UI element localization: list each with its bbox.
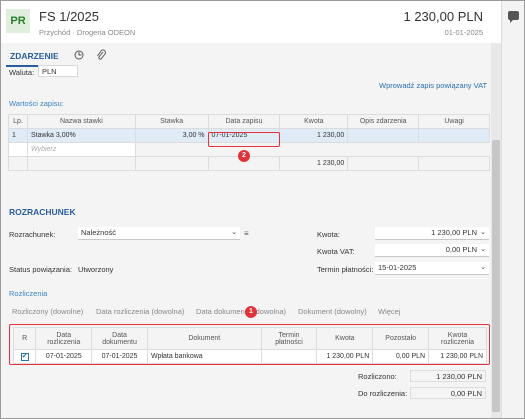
col-uwagi: Uwagi [418,114,490,129]
kwota-vat-field[interactable]: 0,00 PLN ⌄ [375,244,489,257]
wartosci-table: Lp. Nazwa stawki Stawka Data zapisu Kwot… [8,114,490,171]
cell-pozostalo: 0,00 PLN [372,349,430,364]
cell-empty [279,142,348,157]
cell-empty [347,156,420,171]
cell-empty [135,142,209,157]
cell-empty [134,156,209,171]
highlight-rozliczenia [9,324,490,365]
col-nazwa-stawki: Nazwa stawki [26,114,136,129]
col-opis: Opis zdarzenia [347,114,420,129]
table-row[interactable]: ✔ 07-01-2025 07-01-2025 Wpłata bankowa 1… [12,349,487,364]
cell-r[interactable]: ✔ [12,349,37,364]
cell-empty [347,142,419,157]
chevron-down-icon: ⌄ [480,264,486,271]
highlight-data-zapisu [208,132,280,147]
total-kwota: 1 230,00 [279,156,349,171]
attachment-icon[interactable] [95,49,107,61]
cell-kwota[interactable]: 1 230,00 [279,128,349,143]
document-title: FS 1/2025 [39,9,99,24]
tab-zdarzenie[interactable]: ZDARZENIE [10,51,59,61]
kwota-vat-value: 0,00 PLN [445,245,477,254]
filter-data-dokumentu[interactable]: Data dokumentu (dowolna) [196,307,287,316]
termin-label: Termin płatności: [317,265,374,274]
do-rozliczenia-value: 0,00 PLN [410,387,486,399]
kwota-value: 1 230,00 PLN [431,228,477,237]
settings-list-icon[interactable] [73,49,85,61]
cell-opis[interactable] [347,128,420,143]
scrollbar-thumb[interactable] [492,140,500,412]
cell-nazwa[interactable]: Stawka 3,00% [26,128,136,143]
stawka-picker[interactable]: Wybierz [26,142,136,157]
status-label: Status powiązania: [9,265,72,274]
cell-empty [8,156,28,171]
rozrachunek-title: ROZRACHUNEK [9,207,76,217]
rozrachunek-select[interactable]: Należność ⌄ [78,227,240,240]
rozliczenia-title: Rozliczenia [9,289,48,298]
cell-empty [418,142,490,157]
col-data-zapisu: Data zapisu [207,114,281,129]
kwota-vat-label: Kwota VAT: [317,247,355,256]
cell-empty [26,156,136,171]
filter-data-rozliczenia[interactable]: Data rozliczenia (dowolna) [96,307,185,316]
document-header: PR FS 1/2025 Przychód · Drogeria ODEON 1… [1,1,501,43]
chevron-down-icon: ⌄ [480,246,486,253]
cell-empty [418,156,490,171]
total-row: 1 230,00 [8,156,490,171]
cell-lp: 1 [8,128,28,143]
rozrachunek-label: Rozrachunek: [9,230,56,239]
kwota-field[interactable]: 1 230,00 PLN ⌄ [375,227,489,240]
waluta-label: Waluta: [9,68,35,77]
status-value: Utworzony [78,265,114,274]
rozliczono-label: Rozliczono: [358,372,397,381]
vat-link[interactable]: Wprowadź zapis powiązany VAT [379,81,488,90]
badge-2: 2 [238,150,250,162]
rozliczono-value: 1 230,00 PLN [410,370,486,382]
cell-kwota-rozl: 1 230,00 PLN [428,349,487,364]
document-subtitle: Przychód · Drogeria ODEON [39,28,136,37]
tab-bar: ZDARZENIE [1,43,501,67]
col-kwota-rozliczenia: Kwota rozliczenia [428,327,487,350]
document-type-avatar: PR [6,9,30,33]
col-kwota: Kwota [279,114,349,129]
wartosci-title: Wartości zapisu: [9,99,64,108]
side-panel [501,1,524,418]
cell-empty [8,142,28,157]
badge-1: 1 [245,306,257,318]
filter-rozliczony[interactable]: Rozliczony (dowolne) [12,307,84,316]
col-lp: Lp. [8,114,28,129]
col-stawka: Stawka [134,114,209,129]
document-amount: 1 230,00 PLN [403,9,483,24]
table-row[interactable]: 1 Stawka 3,00% 3,00 % 07-01-2025 1 230,0… [8,128,490,143]
termin-value: 15-01-2025 [378,263,417,272]
document-date: 01-01-2025 [444,28,483,37]
do-rozliczenia-label: Do rozliczenia: [358,389,408,398]
waluta-field[interactable]: PLN [38,65,78,77]
chat-icon[interactable] [508,11,519,23]
menu-icon[interactable]: ≡ [244,229,249,238]
cell-dokument: Wpłata bankowa [146,349,262,364]
chevron-down-icon: ⌄ [480,229,486,236]
rozrachunek-value: Należność [81,228,117,237]
chevron-down-icon: ⌄ [231,229,237,236]
rozliczenia-table: R Data rozliczenia Data dokumentu Dokume… [12,327,487,364]
filter-wiecej[interactable]: Więcej [378,307,401,316]
filter-dokument[interactable]: Dokument (dowolny) [298,307,367,316]
cell-uwagi[interactable] [418,128,490,143]
kwota-label: Kwota: [317,230,340,239]
checkbox[interactable]: ✔ [20,352,29,361]
tab-active-indicator [6,65,64,67]
termin-field[interactable]: 15-01-2025 ⌄ [375,262,489,275]
cell-stawka[interactable]: 3,00 % [134,128,209,143]
